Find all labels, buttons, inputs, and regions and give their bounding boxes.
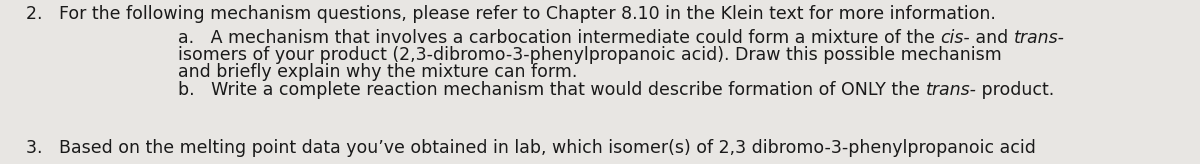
Text: and briefly explain why the mixture can form.: and briefly explain why the mixture can … bbox=[178, 63, 577, 81]
Text: trans-: trans- bbox=[1014, 29, 1064, 47]
Text: a.   A mechanism that involves a carbocation intermediate could form a mixture o: a. A mechanism that involves a carbocati… bbox=[178, 29, 941, 47]
Text: 3.   Based on the melting point data you’ve obtained in lab, which isomer(s) of : 3. Based on the melting point data you’v… bbox=[26, 139, 1036, 157]
Text: and: and bbox=[970, 29, 1014, 47]
Text: trans-: trans- bbox=[925, 81, 977, 99]
Text: product.: product. bbox=[977, 81, 1055, 99]
Text: 2.   For the following mechanism questions, please refer to Chapter 8.10 in the : 2. For the following mechanism questions… bbox=[26, 5, 996, 23]
Text: b.   Write a complete reaction mechanism that would describe formation of ONLY t: b. Write a complete reaction mechanism t… bbox=[178, 81, 925, 99]
Text: isomers of your product (2,3-dibromo-3-phenylpropanoic acid). Draw this possible: isomers of your product (2,3-dibromo-3-p… bbox=[178, 46, 1002, 64]
Text: cis-: cis- bbox=[941, 29, 970, 47]
